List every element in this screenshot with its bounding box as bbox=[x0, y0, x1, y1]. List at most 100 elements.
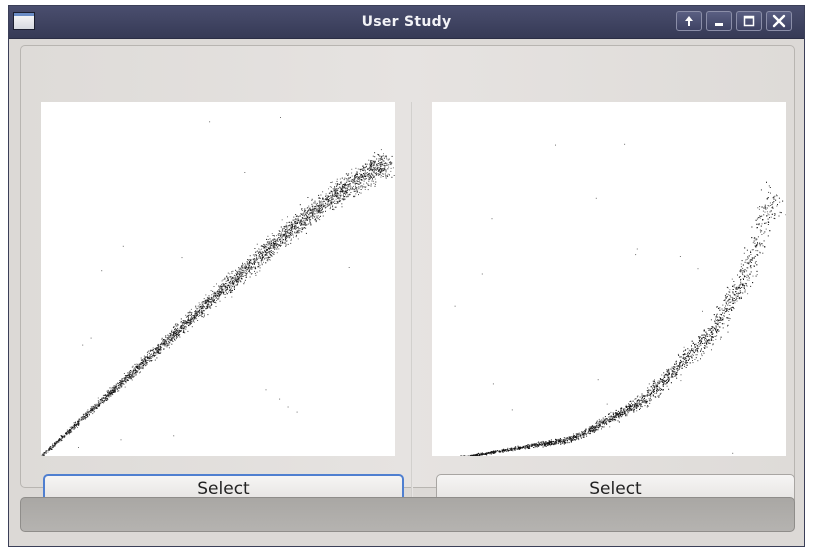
scatter-point bbox=[282, 235, 284, 237]
shade-button[interactable] bbox=[676, 11, 702, 31]
scatter-point bbox=[256, 271, 258, 273]
window-icon[interactable] bbox=[13, 12, 35, 30]
scatter-point bbox=[93, 407, 95, 409]
scatter-point bbox=[759, 244, 761, 246]
scatter-point bbox=[305, 219, 307, 221]
scatter-point bbox=[267, 235, 269, 237]
scatter-point bbox=[759, 245, 761, 247]
scatter-point bbox=[659, 389, 661, 391]
scatter-point bbox=[375, 181, 377, 183]
scatter-point bbox=[209, 298, 211, 300]
scatter-point bbox=[639, 409, 640, 410]
scatter-point bbox=[227, 289, 229, 290]
scatter-point bbox=[78, 419, 80, 421]
scatter-point bbox=[317, 210, 319, 212]
scatter-point bbox=[211, 300, 213, 302]
scatter-point bbox=[227, 277, 229, 279]
scatter-point bbox=[358, 176, 360, 178]
scatter-point bbox=[197, 310, 199, 312]
scatter-point bbox=[323, 206, 325, 208]
scatter-point bbox=[290, 226, 292, 228]
scatter-point bbox=[491, 451, 493, 452]
scatter-point bbox=[77, 422, 79, 424]
scatter-point bbox=[746, 274, 748, 276]
scatter-point bbox=[749, 261, 751, 262]
scatter-point bbox=[262, 245, 264, 247]
scatter-point bbox=[284, 242, 286, 244]
scatter-point bbox=[317, 206, 319, 208]
scatter-point bbox=[197, 305, 199, 307]
scatter-point bbox=[232, 284, 234, 286]
scatter-point bbox=[255, 252, 256, 253]
scatter-point bbox=[551, 443, 553, 444]
minimize-button[interactable] bbox=[706, 11, 732, 31]
scatter-point bbox=[309, 208, 311, 210]
scatter-point bbox=[356, 191, 358, 193]
scatter-point bbox=[530, 445, 532, 447]
scatter-point bbox=[238, 277, 240, 279]
scatter-point bbox=[290, 226, 292, 228]
scatter-point bbox=[695, 357, 697, 359]
scatter-point bbox=[229, 285, 231, 287]
scatter-point bbox=[187, 312, 189, 314]
scatter-point bbox=[91, 408, 93, 410]
scatter-point bbox=[310, 216, 312, 218]
scatter-point bbox=[191, 315, 193, 317]
title-bar[interactable]: User Study bbox=[9, 6, 804, 39]
scatter-point bbox=[258, 251, 260, 252]
scatter-point bbox=[374, 162, 376, 164]
scatter-point bbox=[769, 217, 770, 219]
scatter-point bbox=[68, 432, 70, 433]
scatter-point bbox=[355, 176, 357, 178]
scatter-point bbox=[180, 330, 182, 332]
scatter-point bbox=[348, 183, 350, 185]
scatter-point bbox=[306, 219, 308, 221]
scatter-point bbox=[379, 167, 381, 169]
scatter-point bbox=[296, 230, 298, 232]
scatter-point bbox=[709, 340, 711, 342]
scatter-point bbox=[147, 357, 149, 359]
scatter-point bbox=[266, 259, 268, 261]
scatter-point bbox=[343, 183, 345, 185]
scatter-point bbox=[281, 232, 282, 234]
scatter-point bbox=[381, 170, 383, 172]
scatter-point bbox=[359, 176, 361, 178]
scatter-point bbox=[740, 263, 742, 265]
scatter-point bbox=[272, 245, 274, 247]
scatter-point bbox=[384, 162, 386, 164]
close-button[interactable] bbox=[766, 11, 792, 31]
scatter-point bbox=[299, 219, 301, 221]
scatter-point bbox=[147, 354, 148, 356]
scatter-point bbox=[197, 314, 198, 316]
scatter-point bbox=[167, 344, 169, 346]
scatter-point bbox=[609, 418, 611, 420]
scatter-point bbox=[221, 290, 223, 292]
scatter-point bbox=[313, 209, 315, 211]
scatter-point bbox=[43, 454, 44, 456]
scatter-point bbox=[739, 270, 741, 272]
scatter-point bbox=[313, 213, 315, 215]
scatter-point bbox=[734, 284, 736, 285]
scatter-point bbox=[120, 386, 122, 388]
scatter-point bbox=[159, 346, 161, 348]
scatter-point bbox=[258, 263, 260, 265]
scatter-point bbox=[145, 360, 147, 361]
scatter-point bbox=[214, 293, 216, 294]
scatter-point bbox=[674, 371, 675, 373]
scatter-point bbox=[745, 284, 747, 286]
scatter-point bbox=[641, 398, 643, 400]
scatter-point bbox=[342, 194, 344, 196]
scatter-point bbox=[251, 268, 253, 270]
scatter-point bbox=[326, 204, 328, 206]
scatter-point bbox=[523, 446, 525, 448]
scatter-point bbox=[281, 228, 283, 230]
scatter-point bbox=[370, 163, 372, 165]
scatter-point bbox=[296, 227, 298, 228]
scatter-point bbox=[120, 381, 122, 382]
scatter-point bbox=[533, 443, 535, 445]
scatter-point bbox=[220, 288, 222, 290]
scatter-point bbox=[763, 214, 765, 216]
scatter-point bbox=[193, 316, 195, 318]
scatter-point bbox=[360, 192, 362, 194]
maximize-button[interactable] bbox=[736, 11, 762, 31]
